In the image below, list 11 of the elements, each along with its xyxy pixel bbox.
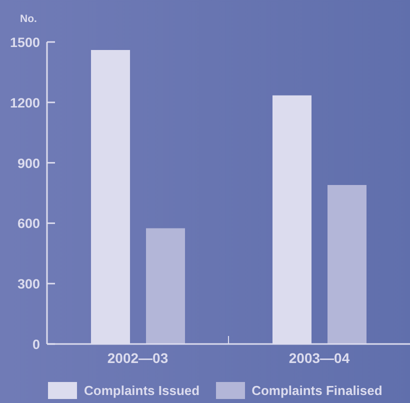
legend-label: Complaints Issued	[84, 383, 200, 398]
y-tick-label: 1200	[10, 95, 40, 110]
y-axis-title: No.	[20, 13, 37, 25]
x-tick-label: 2002—03	[107, 350, 168, 366]
y-tick-label: 900	[17, 156, 40, 171]
y-tick-label: 600	[17, 216, 40, 232]
y-tick-label: 1500	[10, 35, 40, 50]
legend-label: Complaints Finalised	[252, 383, 382, 398]
y-tick-label: 0	[32, 337, 40, 352]
x-tick-label: 2003—04	[288, 350, 350, 366]
y-tick-label: 300	[17, 276, 40, 292]
